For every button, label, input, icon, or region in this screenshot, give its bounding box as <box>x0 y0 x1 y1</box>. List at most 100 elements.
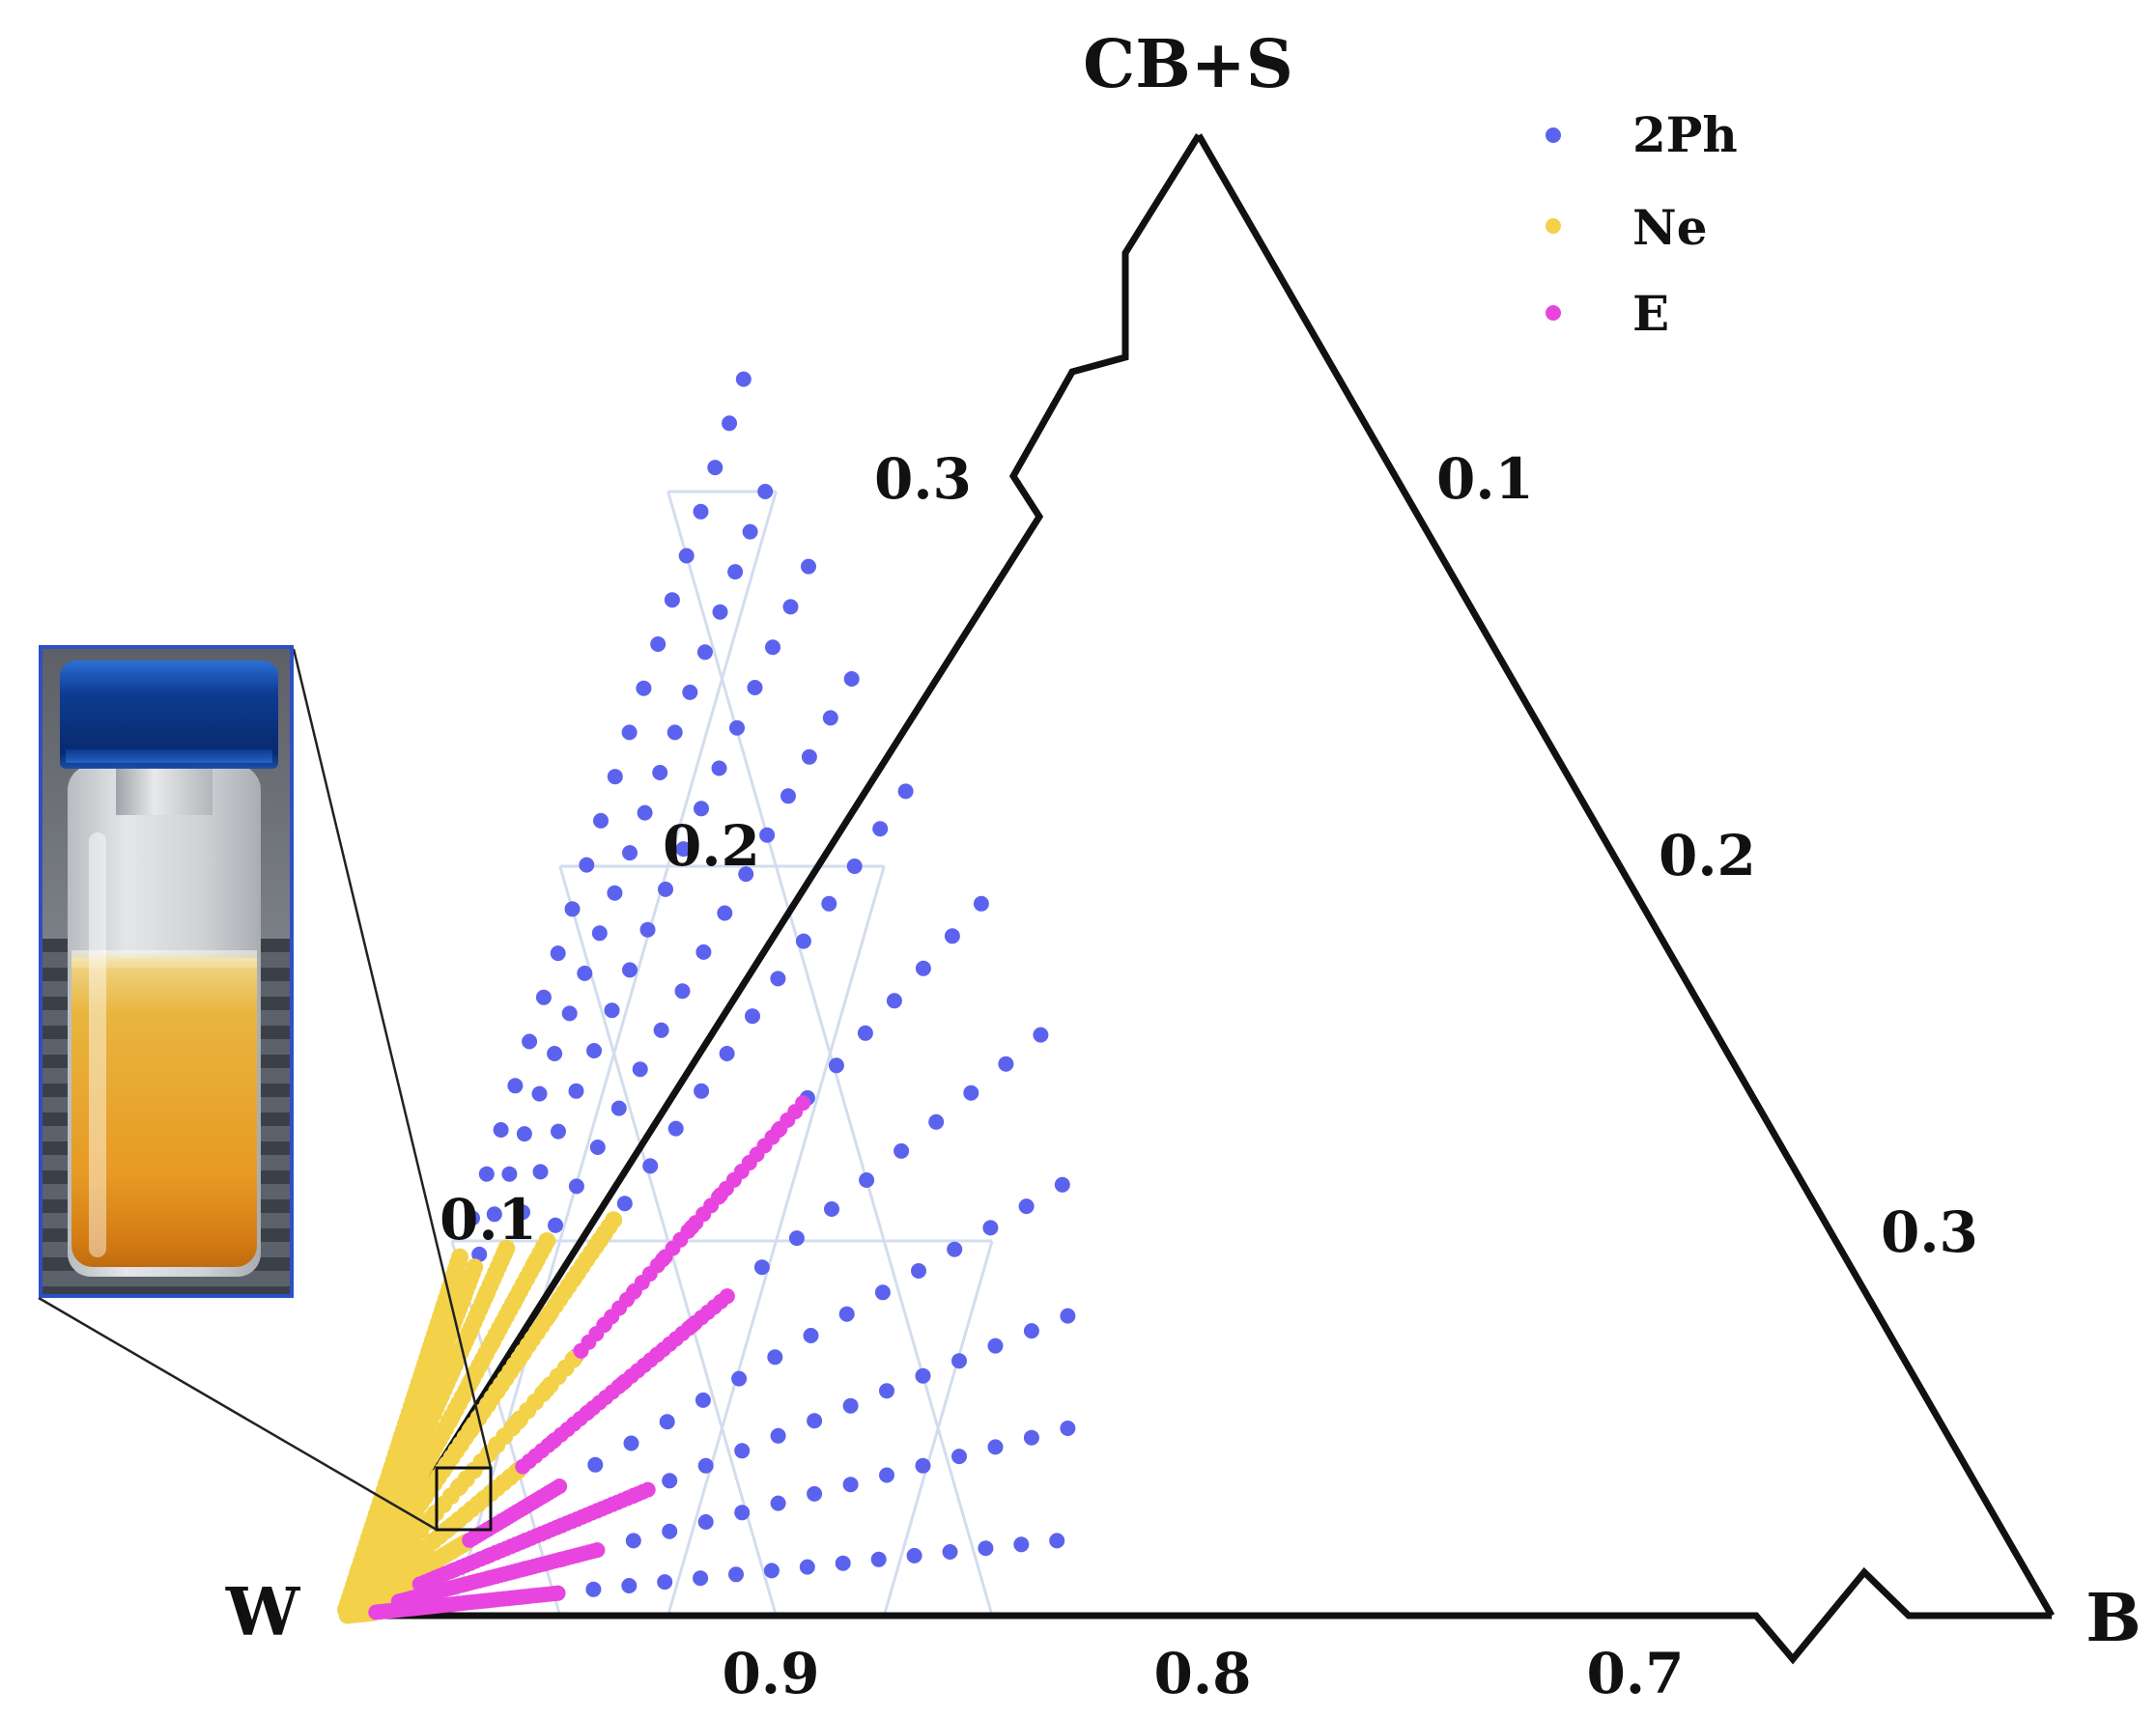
ray-series <box>339 783 914 1619</box>
point-2ph <box>897 783 914 800</box>
point-2ph <box>1060 1421 1076 1436</box>
point-ne <box>466 1258 484 1277</box>
point-2ph <box>579 857 595 873</box>
point-2ph <box>667 1120 684 1137</box>
point-2ph <box>745 1008 760 1025</box>
point-2ph <box>719 1046 735 1061</box>
point-2ph <box>471 1246 488 1262</box>
point-2ph <box>507 1078 524 1094</box>
bottom-tick-label: 0.9 <box>723 1641 820 1706</box>
point-2ph <box>1023 1429 1039 1446</box>
triangle-frame <box>341 133 2056 1665</box>
point-e <box>639 1481 656 1498</box>
point-2ph <box>842 1477 859 1493</box>
point-2ph <box>621 724 638 741</box>
point-2ph <box>532 1164 549 1180</box>
point-2ph <box>987 1439 1004 1455</box>
point-2ph <box>973 895 989 912</box>
point-2ph <box>735 371 752 387</box>
point-2ph <box>780 788 796 804</box>
point-ne <box>451 1248 468 1266</box>
point-2ph <box>587 1456 604 1473</box>
point-2ph <box>589 1140 606 1155</box>
point-2ph <box>1049 1533 1065 1549</box>
legend-label-e: E <box>1632 285 1669 342</box>
point-2ph <box>650 636 667 652</box>
point-2ph <box>696 644 713 661</box>
point-2ph <box>727 564 744 580</box>
point-2ph <box>717 905 733 921</box>
point-2ph <box>770 971 786 987</box>
point-2ph <box>478 1166 495 1182</box>
corner-label-right: B <box>2085 1580 2141 1657</box>
connector-line-bottom <box>38 1296 438 1532</box>
legend: 2Ph Ne E <box>1546 106 1738 342</box>
point-2ph <box>807 1485 823 1502</box>
point-2ph <box>693 1570 709 1587</box>
point-2ph <box>693 503 709 520</box>
point-2ph <box>835 1555 851 1571</box>
point-2ph <box>625 1533 641 1549</box>
point-2ph <box>928 1113 945 1130</box>
point-2ph <box>963 1084 979 1101</box>
point-2ph <box>658 881 673 897</box>
point-2ph <box>795 933 811 949</box>
point-2ph <box>788 1230 805 1247</box>
point-2ph <box>493 1122 509 1138</box>
point-2ph <box>1023 1323 1039 1339</box>
point-2ph <box>522 1033 538 1050</box>
point-2ph <box>767 1349 783 1366</box>
point-2ph <box>678 548 695 564</box>
point-2ph <box>695 1392 711 1408</box>
liquid-meniscus <box>71 950 257 968</box>
legend-marker-ne <box>1546 218 1561 234</box>
point-2ph <box>621 1578 638 1593</box>
corner-label-left: W <box>225 1574 301 1651</box>
point-2ph <box>870 1551 887 1567</box>
left-edge-with-break <box>341 133 1202 1618</box>
point-e <box>550 1585 566 1601</box>
point-2ph <box>622 845 638 861</box>
legend-marker-2ph <box>1546 127 1561 143</box>
point-2ph <box>765 639 780 656</box>
right-tick-label: 0.1 <box>1436 446 1534 512</box>
point-2ph <box>682 684 698 700</box>
point-2ph <box>915 1457 931 1474</box>
point-2ph <box>623 1435 639 1451</box>
point-2ph <box>843 671 860 687</box>
point-2ph <box>632 1061 648 1078</box>
point-2ph <box>944 928 960 944</box>
bottom-tick-label: 0.8 <box>1154 1641 1252 1706</box>
left-tick-label: 0.1 <box>440 1187 537 1253</box>
point-2ph <box>801 558 816 575</box>
point-2ph <box>659 1414 675 1430</box>
point-2ph <box>515 1204 530 1221</box>
point-2ph <box>667 724 683 741</box>
point-2ph <box>906 1547 922 1563</box>
point-e <box>552 1479 568 1495</box>
point-2ph <box>911 1263 926 1279</box>
connector-line-top <box>292 648 493 1469</box>
point-2ph <box>675 841 692 858</box>
point-2ph <box>1013 1536 1030 1553</box>
grid-line-w <box>558 865 778 1617</box>
point-2ph <box>942 1544 958 1560</box>
point-2ph <box>822 710 838 726</box>
point-e <box>795 1095 811 1112</box>
point-2ph <box>639 921 656 938</box>
glass-highlight <box>89 832 106 1257</box>
point-2ph <box>838 1306 855 1322</box>
point-2ph <box>759 827 776 843</box>
point-2ph <box>731 1370 748 1387</box>
point-2ph <box>978 1540 994 1557</box>
point-2ph <box>694 801 709 817</box>
point-2ph <box>465 1210 480 1226</box>
grid-line-b <box>667 865 886 1617</box>
point-2ph <box>947 1241 963 1257</box>
point-2ph <box>951 1353 967 1369</box>
ray-series <box>338 1533 1065 1624</box>
point-2ph <box>712 604 728 620</box>
point-2ph <box>729 719 745 736</box>
